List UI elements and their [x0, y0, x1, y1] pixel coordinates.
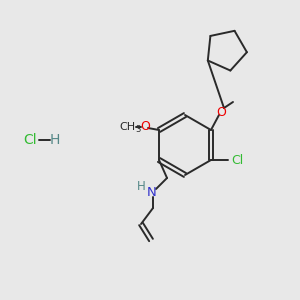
Text: 3: 3: [135, 124, 141, 134]
Text: N: N: [147, 185, 157, 199]
Text: Cl: Cl: [23, 133, 37, 147]
Text: H: H: [50, 133, 60, 147]
Text: Cl: Cl: [231, 154, 243, 166]
Text: O: O: [140, 121, 150, 134]
Text: H: H: [136, 181, 146, 194]
Text: CH: CH: [119, 122, 135, 132]
Text: O: O: [216, 106, 226, 118]
